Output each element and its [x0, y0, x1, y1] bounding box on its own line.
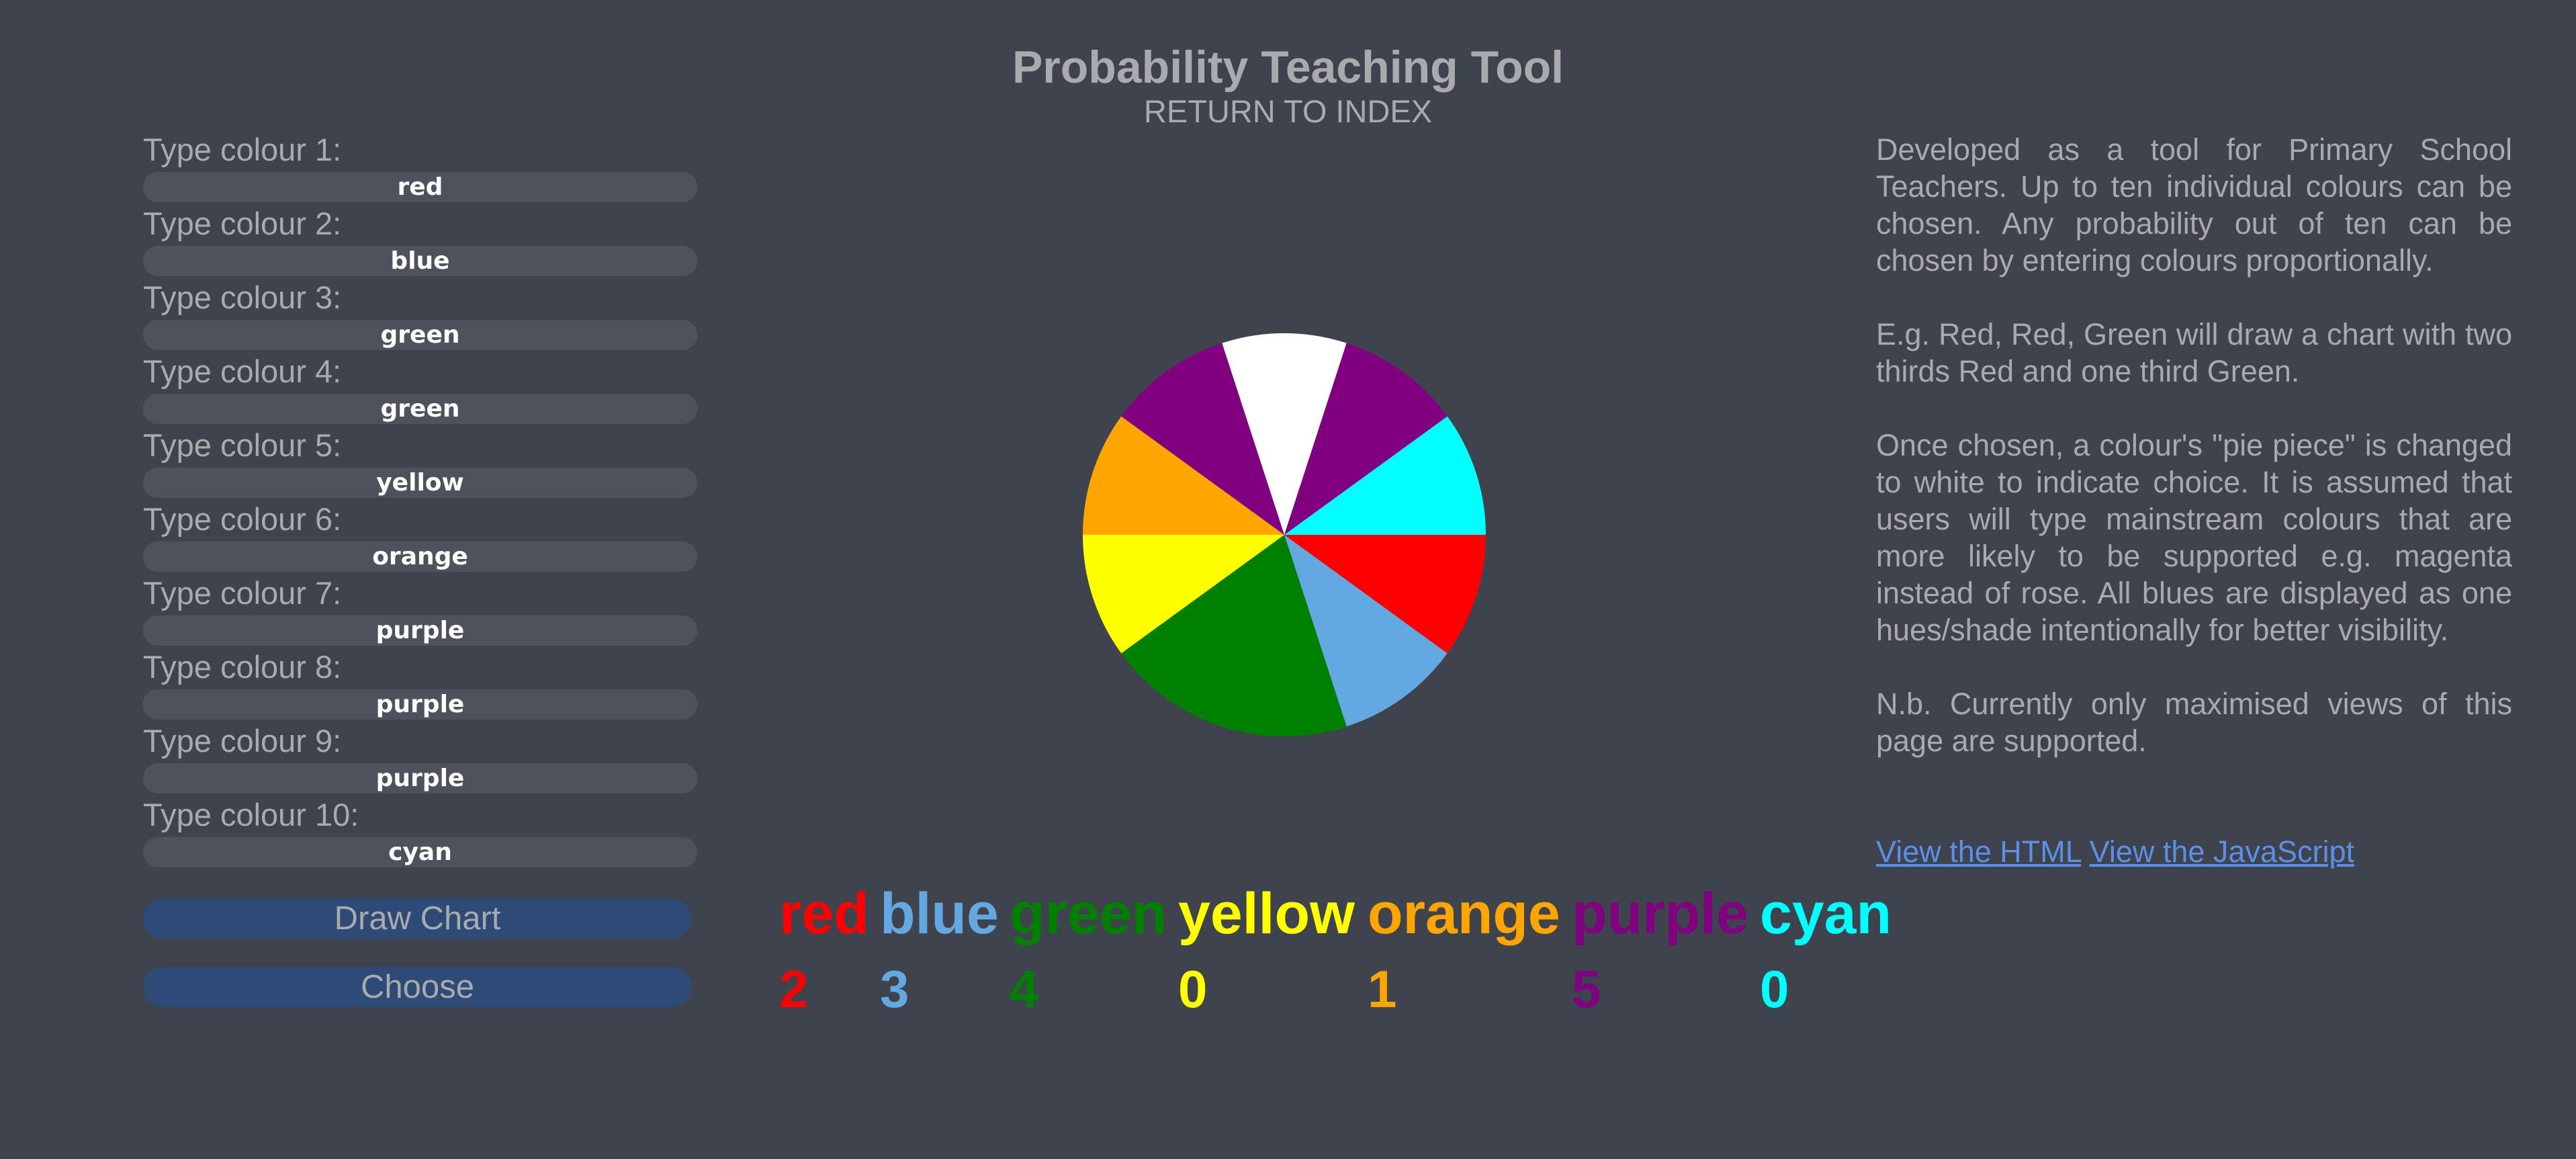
legend-item-blue: blue 3: [880, 880, 999, 1023]
pie-slice-9-purple: [1284, 343, 1448, 535]
colour-row-9: Type colour 9:: [143, 722, 697, 796]
pie-slice-5-yellow: [1083, 535, 1284, 654]
view-javascript-link[interactable]: View the JavaScript: [2089, 834, 2355, 869]
legend-item-green: green 4: [1010, 880, 1167, 1023]
colour-label-6: Type colour 6:: [143, 501, 342, 537]
colour-label-4: Type colour 4:: [143, 353, 342, 389]
pie-svg: [1083, 333, 1486, 737]
colour-input-2[interactable]: [143, 246, 697, 276]
legend-name-blue: blue: [880, 882, 999, 946]
colour-label-1: Type colour 1:: [143, 132, 342, 167]
description-paragraph-3: Once chosen, a colour's "pie piece" is c…: [1876, 428, 2512, 647]
colour-row-7: Type colour 7:: [143, 574, 697, 648]
pie-slice-7-purple: [1121, 343, 1284, 535]
legend-count-yellow: 0: [1178, 959, 1208, 1019]
colour-row-3: Type colour 3:: [143, 279, 697, 353]
legend-name-yellow: yellow: [1178, 882, 1355, 946]
probability-pie-chart: [1083, 333, 1486, 737]
pie-slice-10-cyan: [1284, 416, 1486, 535]
pie-slice-1-red: [1284, 535, 1486, 654]
legend-name-cyan: cyan: [1760, 882, 1892, 946]
pie-slice-2-blue: [1284, 535, 1448, 727]
legend-name-red: red: [779, 882, 869, 946]
colour-input-6[interactable]: [143, 542, 697, 572]
description-paragraph-4: N.b. Currently only maximised views of t…: [1876, 687, 2512, 758]
source-links: View the HTML View the JavaScript: [1876, 833, 2354, 870]
colour-label-5: Type colour 5:: [143, 427, 342, 463]
colour-form: Type colour 1: Type colour 2: Type colou…: [143, 131, 697, 870]
colour-row-6: Type colour 6:: [143, 501, 697, 574]
colour-row-1: Type colour 1:: [143, 131, 697, 205]
legend-count-purple: 5: [1572, 959, 1601, 1019]
colour-row-10: Type colour 10:: [143, 796, 697, 870]
colour-label-10: Type colour 10:: [143, 797, 359, 832]
pie-slice-4-green: [1121, 535, 1284, 727]
description-panel: Developed as a tool for Primary School T…: [1876, 131, 2512, 796]
legend-count-green: 4: [1010, 959, 1039, 1019]
description-paragraph-1: Developed as a tool for Primary School T…: [1876, 132, 2512, 277]
colour-label-2: Type colour 2:: [143, 206, 342, 241]
colour-input-7[interactable]: [143, 615, 697, 646]
colour-input-5[interactable]: [143, 468, 697, 498]
colour-input-4[interactable]: [143, 394, 697, 424]
colour-input-10[interactable]: [143, 837, 697, 867]
colour-label-9: Type colour 9:: [143, 723, 342, 759]
colour-input-9[interactable]: [143, 763, 697, 793]
choose-button[interactable]: Choose: [143, 967, 692, 1007]
legend-item-orange: orange 1: [1368, 880, 1560, 1023]
colour-input-3[interactable]: [143, 320, 697, 350]
draw-chart-button[interactable]: Draw Chart: [143, 898, 692, 939]
legend-count-blue: 3: [880, 959, 909, 1019]
view-html-link[interactable]: View the HTML: [1876, 834, 2082, 869]
colour-row-8: Type colour 8:: [143, 648, 697, 722]
colour-label-7: Type colour 7:: [143, 575, 342, 611]
legend-name-green: green: [1010, 882, 1167, 946]
colour-label-3: Type colour 3:: [143, 280, 342, 315]
page-title: Probability Teaching Tool: [1012, 42, 1564, 93]
return-to-index-link[interactable]: RETURN TO INDEX: [1143, 93, 1433, 129]
pie-slice-3-green: [1222, 535, 1347, 737]
colour-row-2: Type colour 2:: [143, 205, 697, 279]
colour-row-4: Type colour 4:: [143, 353, 697, 427]
pie-slice-6-orange: [1083, 416, 1284, 535]
legend-item-red: red 2: [779, 880, 869, 1023]
legend-item-cyan: cyan 0: [1760, 880, 1892, 1023]
legend-name-purple: purple: [1572, 882, 1748, 946]
legend-item-purple: purple 5: [1572, 880, 1748, 1023]
colour-input-8[interactable]: [143, 689, 697, 720]
legend-count-red: 2: [779, 959, 809, 1019]
legend-item-yellow: yellow 0: [1178, 880, 1355, 1023]
legend-count-orange: 1: [1368, 959, 1397, 1019]
colour-label-8: Type colour 8:: [143, 649, 342, 685]
colour-input-1[interactable]: [143, 172, 697, 202]
legend-count-cyan: 0: [1760, 959, 1789, 1019]
pie-slice-8-purple: [1222, 333, 1347, 535]
colour-row-5: Type colour 5:: [143, 427, 697, 501]
legend-name-orange: orange: [1368, 882, 1560, 946]
description-paragraph-2: E.g. Red, Red, Green will draw a chart w…: [1876, 317, 2512, 388]
